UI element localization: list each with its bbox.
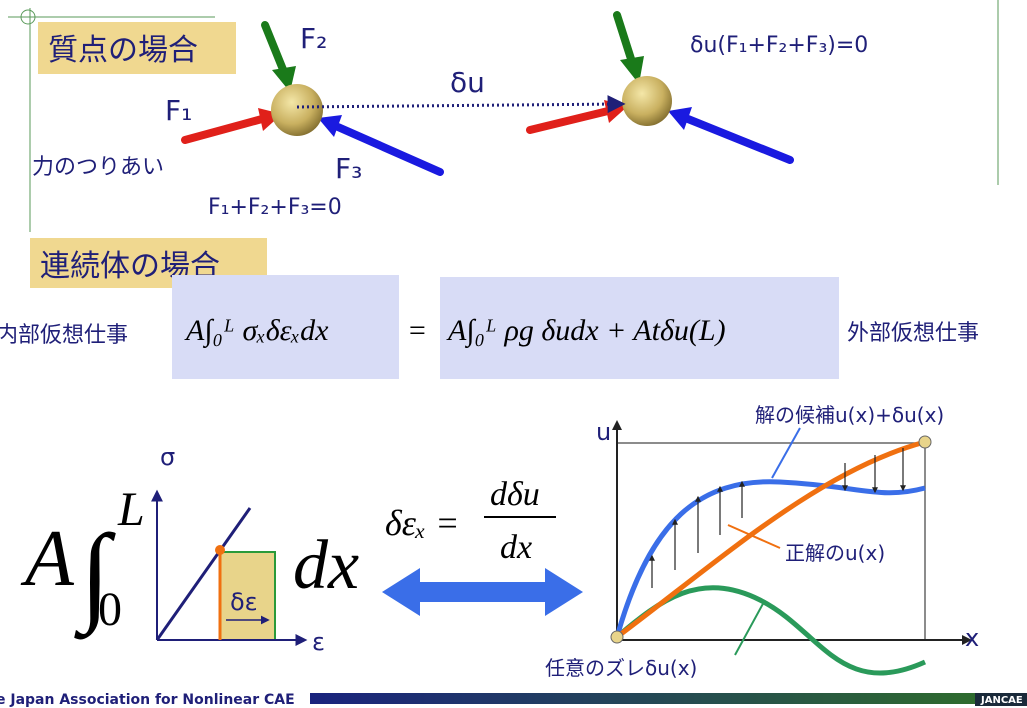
- logo: JANCAE: [980, 695, 1023, 706]
- label: F₃: [335, 152, 362, 185]
- label: 内部仮想仕事: [0, 323, 128, 348]
- particle: [622, 76, 672, 126]
- equation: A∫₀ᴸ ρg δudx + Atδu(L): [446, 314, 726, 349]
- footer-bar: [310, 693, 975, 704]
- label: 力のつりあい: [32, 155, 164, 180]
- stress-strain: [157, 492, 305, 640]
- footer-text: e Japan Association for Nonlinear CAE: [0, 692, 295, 708]
- equation: dδu: [490, 476, 540, 513]
- label: F₁: [165, 94, 192, 127]
- label: F₁+F₂+F₃=0: [208, 195, 342, 220]
- heading: 質点の場合: [48, 33, 198, 68]
- equation: A: [20, 515, 75, 603]
- equation: 0: [98, 583, 122, 636]
- label: δu: [450, 66, 485, 99]
- axis-label: u: [596, 418, 611, 446]
- equation: A∫₀ᴸ σₓδεₓdx: [184, 314, 329, 349]
- label: 外部仮想仕事: [847, 321, 979, 346]
- equation: δεₓ =: [385, 503, 459, 543]
- label: δε: [230, 588, 258, 616]
- double-arrow: [382, 568, 583, 616]
- label: 正解のu(x): [785, 541, 885, 565]
- label: δu(F₁+F₂+F₃)=0: [690, 33, 868, 58]
- label: 解の候補u(x)+δu(x): [755, 403, 944, 427]
- equation: dx: [293, 527, 359, 604]
- axis-label: ε: [312, 628, 325, 656]
- displacement: [297, 104, 622, 107]
- equation: =: [407, 314, 427, 347]
- equation: dx: [500, 529, 532, 566]
- slide: 質点の場合 F₂ F₁ F₃ δu δu(F₁+F₂+F₃)=0 力のつりあい …: [0, 0, 1027, 708]
- axis-label: x: [965, 624, 979, 652]
- label: 任意のズレδu(x): [545, 656, 697, 680]
- equation: L: [117, 483, 145, 536]
- label: F₂: [300, 22, 327, 55]
- particle: [271, 84, 323, 136]
- axis-label: σ: [160, 443, 175, 471]
